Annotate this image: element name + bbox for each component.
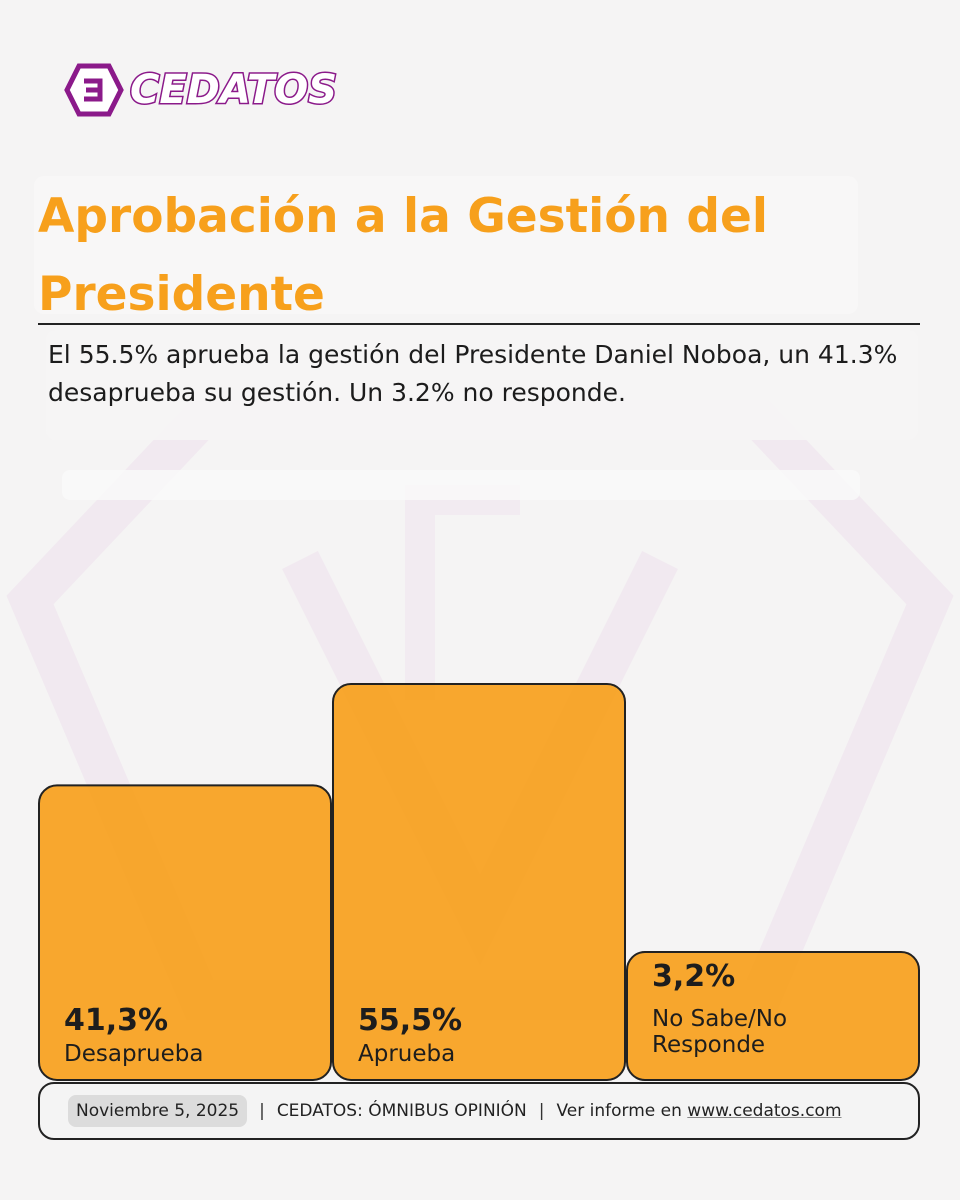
title-divider	[38, 323, 920, 325]
title-card	[34, 176, 858, 314]
page-title: Aprobación a la Gestión del Presidente	[38, 189, 768, 322]
category-label: Aprueba	[358, 1041, 455, 1067]
decorative-strip	[62, 470, 860, 500]
footer-report-link[interactable]: www.cedatos.com	[687, 1101, 842, 1121]
footer-separator: |	[259, 1101, 265, 1121]
footer-date: Noviembre 5, 2025	[68, 1095, 248, 1127]
category-label: Desaprueba	[64, 1041, 203, 1067]
summary-text: El 55.5% aprueba la gestión del Presiden…	[48, 340, 898, 407]
category-label: Responde	[652, 1032, 765, 1058]
subtitle-card	[46, 330, 918, 440]
bar-aprueba	[332, 683, 626, 1081]
footer-separator: |	[538, 1101, 545, 1121]
logo-wordmark: CEDATOS	[128, 66, 338, 115]
footer-source: CEDATOS: ÓMNIBUS OPINIÓN	[276, 1101, 527, 1121]
bar-no-sabe-no-responde	[626, 951, 920, 1081]
value-label: 55,5%	[358, 1003, 462, 1038]
cedatos-hexagon-icon	[64, 63, 124, 117]
cedatos-logo[interactable]: CEDATOS	[64, 60, 339, 120]
value-label: 41,3%	[64, 1003, 168, 1038]
value-label: 3,2%	[652, 959, 735, 994]
footer-bar: Noviembre 5, 2025 | CEDATOS: ÓMNIBUS OPI…	[38, 1082, 920, 1140]
category-label: No Sabe/No	[652, 1006, 787, 1032]
bar-desaprueba	[38, 784, 332, 1081]
footer-report-prefix: Ver informe en	[556, 1101, 688, 1121]
